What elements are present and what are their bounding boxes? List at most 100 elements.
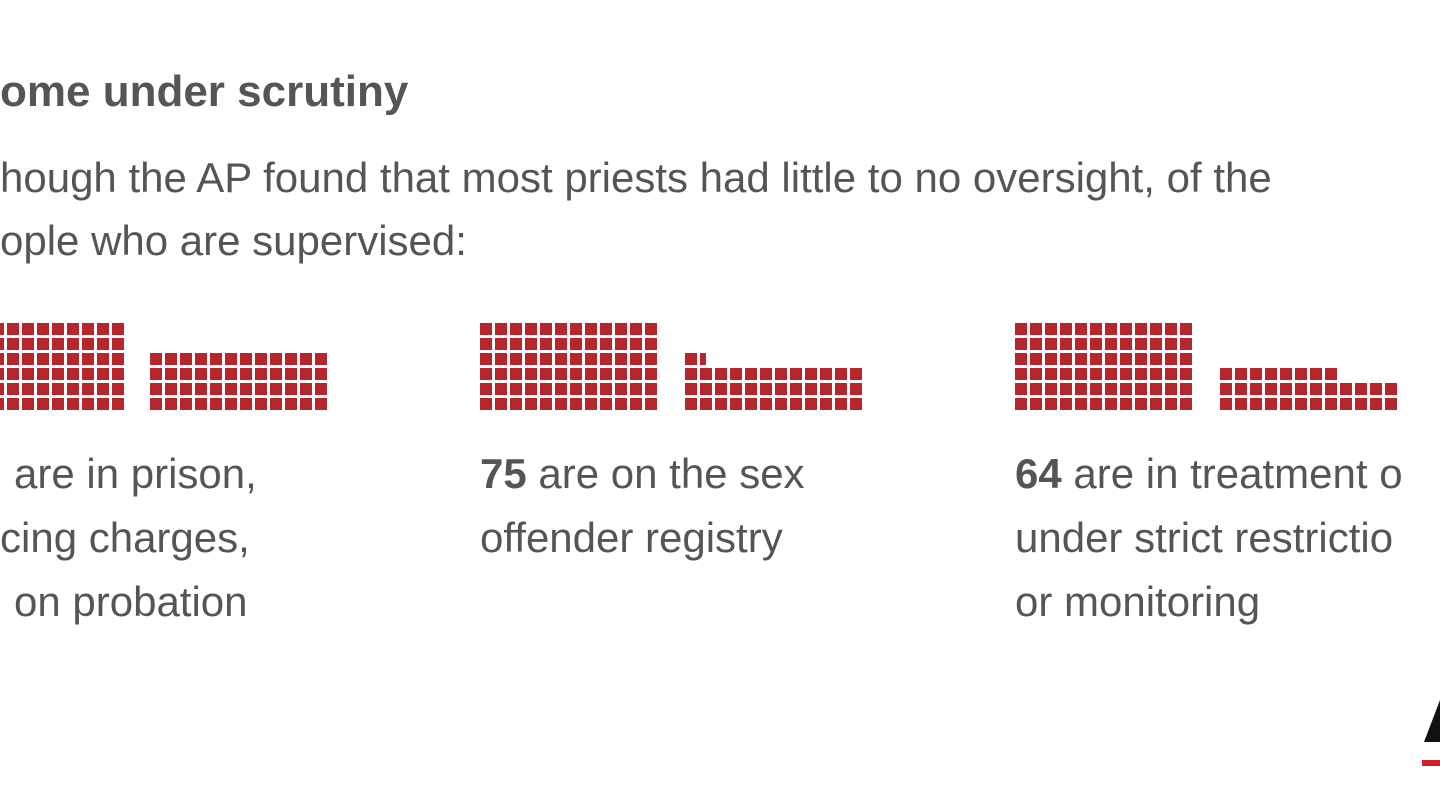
square [1120,368,1132,380]
square [210,353,222,365]
square [22,383,34,395]
square [285,398,297,410]
square [1135,383,1147,395]
square [67,383,79,395]
square [820,368,832,380]
square [0,323,4,335]
square [1250,398,1262,410]
square [195,368,207,380]
square [540,323,552,335]
square [760,383,772,395]
square [255,353,267,365]
square [1250,368,1262,380]
square [67,338,79,350]
square [1180,398,1192,410]
square [240,368,252,380]
square [790,383,802,395]
square [1135,323,1147,335]
square [805,383,817,395]
square [195,383,207,395]
square [600,338,612,350]
square [835,383,847,395]
square [600,398,612,410]
square [97,368,109,380]
group-label: 75 are on the sex [480,450,805,497]
square [210,383,222,395]
square [150,398,162,410]
square [97,338,109,350]
group-label: under strict restrictio [1015,514,1393,561]
square [775,398,787,410]
square [645,398,657,410]
square [52,353,64,365]
square [1105,398,1117,410]
square [1165,383,1177,395]
square [315,368,327,380]
subtitle: ople who are supervised: [0,217,467,264]
square [300,383,312,395]
square [1030,398,1042,410]
square [7,368,19,380]
square [1165,368,1177,380]
square [255,383,267,395]
label-text: are in prison, [14,450,257,497]
square [1090,323,1102,335]
square [97,383,109,395]
square [1325,398,1337,410]
square [1105,338,1117,350]
square [570,398,582,410]
square [67,353,79,365]
square [615,398,627,410]
square [835,398,847,410]
square [1015,323,1027,335]
waffle-group [1220,368,1397,410]
waffle-group [150,353,327,410]
square [1370,398,1382,410]
square [775,383,787,395]
square [82,398,94,410]
square [510,353,522,365]
square [165,368,177,380]
logo-bar [1422,760,1440,766]
label-text: are in treatment o [1073,450,1402,497]
square [570,368,582,380]
square [540,398,552,410]
square [525,368,537,380]
square [255,368,267,380]
square [165,353,177,365]
square [1090,398,1102,410]
square [112,383,124,395]
square [700,368,712,380]
square [615,383,627,395]
square [1280,398,1292,410]
square [760,368,772,380]
square [790,368,802,380]
square [1150,323,1162,335]
square [82,338,94,350]
square [645,368,657,380]
label-text: offender registry [480,514,783,561]
square [1015,338,1027,350]
square [555,383,567,395]
square [1045,368,1057,380]
square [195,398,207,410]
square [1150,398,1162,410]
square [225,368,237,380]
square [270,383,282,395]
square [7,338,19,350]
square [525,353,537,365]
square [495,338,507,350]
square [37,398,49,410]
square [850,398,862,410]
square [1310,368,1322,380]
square [585,323,597,335]
square [1355,383,1367,395]
square [112,368,124,380]
square [1340,398,1352,410]
square [1165,338,1177,350]
square [495,398,507,410]
square [1310,398,1322,410]
square [730,383,742,395]
square [645,338,657,350]
